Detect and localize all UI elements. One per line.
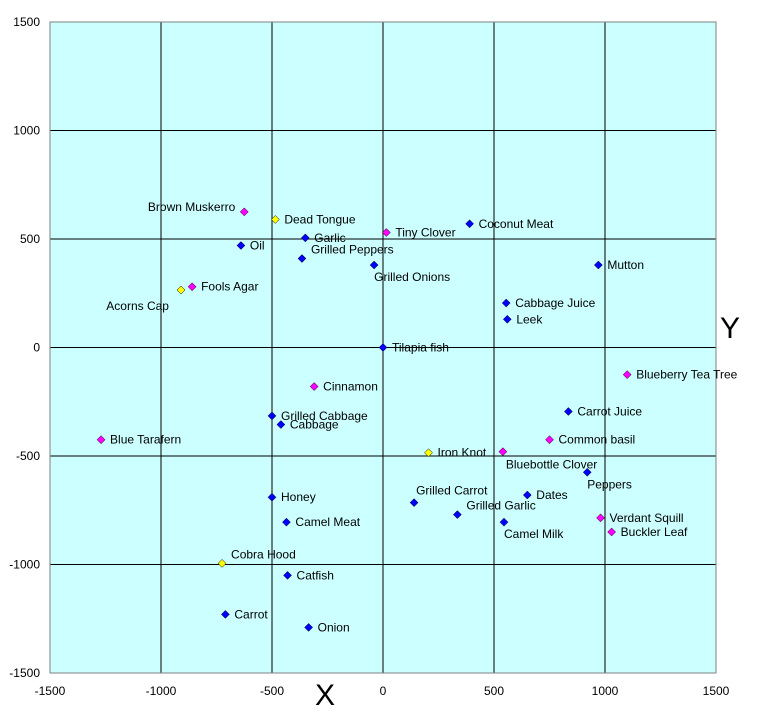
data-points <box>96 207 632 632</box>
y-tick-label: 500 <box>20 232 40 246</box>
axis-ticks: -1500 -1000 -500 0 500 1000 1500 -1500 -1000 -500… <box>9 15 729 698</box>
data-point <box>545 435 554 445</box>
data-point <box>176 285 186 295</box>
data-point <box>270 215 280 224</box>
data-point <box>582 467 592 477</box>
data-point <box>564 407 573 416</box>
data-point <box>276 420 286 429</box>
data-point <box>304 623 313 632</box>
point-label: Carrot <box>234 607 268 621</box>
y-tick-label: 1500 <box>13 15 40 29</box>
data-point <box>522 490 532 500</box>
data-point <box>282 517 291 527</box>
point-label: Grilled Carrot <box>416 484 488 498</box>
point-label: Catfish <box>297 568 334 582</box>
data-point <box>96 435 106 445</box>
data-point <box>593 260 603 270</box>
data-point <box>267 492 277 502</box>
x-tick-label: -1500 <box>35 684 66 698</box>
x-tick-label: -500 <box>260 684 284 698</box>
point-label: Carrot Juice <box>577 405 642 419</box>
point-label: Blue Tarafern <box>110 433 181 447</box>
point-label: Common basil <box>559 433 636 447</box>
point-label: Camel Milk <box>504 527 564 541</box>
data-labels: Brown Muskerro Dead Tongue Garlic Oil Grille… <box>106 200 737 635</box>
x-tick-label: 1500 <box>703 684 730 698</box>
point-label: Verdant Squill <box>610 511 684 525</box>
y-tick-label: -1500 <box>9 666 40 680</box>
point-label: Oil <box>250 239 265 253</box>
point-label: Tilapia fish <box>392 341 449 355</box>
data-point <box>453 510 462 519</box>
data-point <box>300 233 310 243</box>
data-point <box>596 513 605 523</box>
data-point <box>297 254 307 263</box>
point-label: Grilled Onions <box>374 270 450 284</box>
point-label: Honey <box>281 490 316 504</box>
point-label: Bluebottle Clover <box>506 458 597 472</box>
point-label: Blueberry Tea Tree <box>636 368 737 382</box>
data-point <box>465 219 474 229</box>
point-label: Peppers <box>587 477 632 491</box>
data-point <box>499 517 509 527</box>
point-label: Garlic <box>314 231 345 245</box>
y-tick-label: -500 <box>16 449 40 463</box>
data-point <box>381 228 391 237</box>
data-point <box>283 570 292 580</box>
data-point <box>369 260 379 270</box>
point-label: Mutton <box>607 258 644 272</box>
point-label: Cinnamon <box>323 380 378 394</box>
point-label: Buckler Leaf <box>621 525 688 539</box>
point-label: Cabbage Juice <box>515 296 595 310</box>
data-point <box>267 411 277 421</box>
data-point <box>498 447 508 457</box>
data-point <box>378 343 388 352</box>
point-label: Dead Tongue <box>284 212 356 226</box>
data-point <box>501 298 511 308</box>
data-point <box>221 610 230 619</box>
x-axis-label: X <box>315 679 335 712</box>
y-tick-label: -1000 <box>9 558 40 572</box>
x-tick-label: -1000 <box>146 684 177 698</box>
y-axis-label: Y <box>720 312 740 345</box>
point-label: Cabbage <box>290 418 339 432</box>
point-label: Acorns Cap <box>106 299 169 313</box>
point-label: Fools Agar <box>201 280 258 294</box>
point-label: Grilled Garlic <box>466 499 535 513</box>
data-point <box>622 370 632 379</box>
x-tick-label: 0 <box>380 684 387 698</box>
point-label: Grilled Cabbage <box>281 409 368 423</box>
point-label: Onion <box>318 620 350 634</box>
data-point <box>309 382 319 391</box>
point-label: Camel Meat <box>295 515 360 529</box>
point-label: Iron Knot <box>438 446 487 460</box>
data-point <box>409 498 419 508</box>
data-point <box>217 559 227 568</box>
point-label: Brown Muskerro <box>148 200 236 214</box>
data-point <box>239 207 249 217</box>
y-tick-label: 0 <box>33 341 40 355</box>
data-point <box>607 527 617 537</box>
data-point <box>424 448 433 458</box>
data-point <box>236 241 246 250</box>
data-point <box>502 314 512 324</box>
y-tick-label: 1000 <box>13 124 40 138</box>
point-label: Tiny Clover <box>395 225 455 239</box>
point-label: Grilled Peppers <box>311 243 394 257</box>
point-label: Coconut Meat <box>479 217 554 231</box>
x-tick-label: 1000 <box>592 684 619 698</box>
plot-border <box>49 21 717 674</box>
point-label: Cobra Hood <box>231 547 296 561</box>
point-label: Leek <box>516 312 543 326</box>
data-point <box>187 282 197 292</box>
x-tick-label: 500 <box>484 684 504 698</box>
point-label: Dates <box>536 488 567 502</box>
